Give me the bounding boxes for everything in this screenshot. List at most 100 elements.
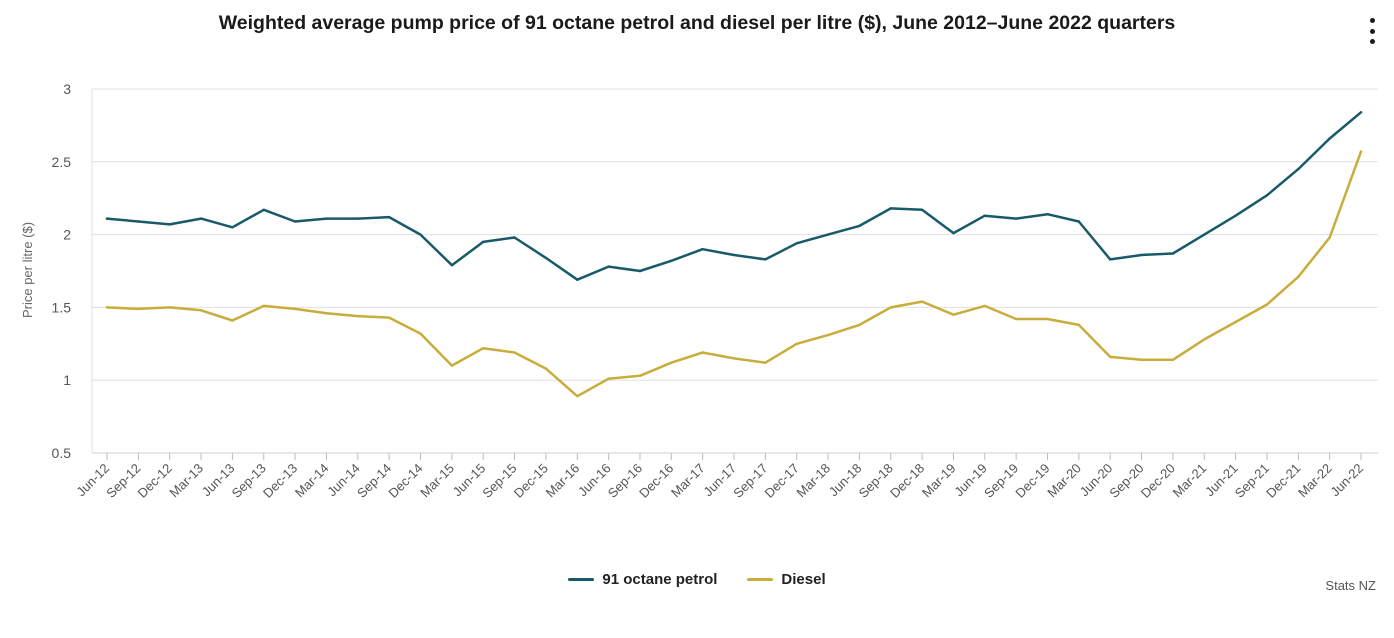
data-point[interactable] [105, 306, 109, 309]
data-point[interactable] [1297, 167, 1300, 171]
gridlines [91, 88, 1378, 454]
data-point[interactable] [670, 361, 673, 364]
x-tick-label: Mar-16 [543, 461, 583, 501]
data-point[interactable] [952, 313, 955, 316]
data-point[interactable] [450, 364, 454, 367]
x-tick-label: Mar-13 [166, 461, 206, 501]
data-point[interactable] [952, 231, 955, 235]
data-point[interactable] [983, 214, 986, 217]
data-point[interactable] [920, 208, 924, 212]
data-point[interactable] [1171, 358, 1175, 362]
x-tick-label: Mar-22 [1295, 461, 1335, 501]
data-point[interactable] [1359, 111, 1363, 114]
data-point[interactable] [983, 304, 986, 308]
data-point[interactable] [701, 351, 704, 354]
data-point[interactable] [1297, 275, 1300, 279]
data-point[interactable] [513, 236, 516, 239]
data-point[interactable] [387, 316, 391, 319]
data-point[interactable] [450, 263, 454, 267]
data-point[interactable] [607, 377, 610, 380]
data-point[interactable] [105, 217, 109, 220]
data-point[interactable] [231, 226, 234, 229]
data-point[interactable] [199, 309, 203, 312]
data-point[interactable] [419, 233, 422, 236]
data-point[interactable] [231, 319, 234, 322]
data-point[interactable] [1046, 317, 1049, 321]
data-point[interactable] [1140, 358, 1143, 362]
data-point[interactable] [1234, 214, 1237, 217]
data-point[interactable] [356, 217, 359, 220]
data-point[interactable] [701, 247, 704, 251]
chart-menu-button[interactable] [1362, 14, 1382, 48]
data-point[interactable] [732, 253, 736, 257]
data-point[interactable] [638, 374, 642, 378]
chart-title: Weighted average pump price of 91 octane… [218, 12, 1176, 34]
data-point[interactable] [1359, 150, 1363, 153]
data-point[interactable] [1328, 236, 1331, 239]
data-point[interactable] [795, 242, 798, 245]
data-point[interactable] [168, 306, 171, 309]
data-point[interactable] [670, 259, 673, 263]
x-tick-label: Sep-20 [1106, 461, 1146, 501]
data-point[interactable] [764, 361, 767, 364]
data-point[interactable] [1109, 258, 1112, 261]
data-point[interactable] [1328, 137, 1331, 140]
data-point[interactable] [1046, 213, 1049, 216]
data-point[interactable] [356, 314, 359, 318]
x-tick-label: Dec-13 [260, 461, 300, 501]
y-tick-label: 1 [63, 372, 71, 388]
data-point[interactable] [387, 215, 391, 219]
legend-item-petrol[interactable]: 91 octane petrol [568, 571, 717, 588]
data-point[interactable] [293, 220, 297, 223]
data-point[interactable] [1077, 323, 1081, 327]
data-point[interactable] [1077, 220, 1081, 223]
x-tick-label: Mar-17 [668, 461, 708, 501]
data-point[interactable] [1203, 233, 1206, 236]
data-point[interactable] [1171, 252, 1175, 255]
data-point[interactable] [544, 256, 548, 260]
data-point[interactable] [764, 258, 767, 261]
data-point[interactable] [293, 307, 297, 311]
data-point[interactable] [1203, 338, 1206, 341]
legend-item-diesel[interactable]: Diesel [747, 571, 826, 588]
data-point[interactable] [262, 304, 265, 308]
data-point[interactable] [795, 342, 798, 345]
data-point[interactable] [576, 395, 579, 398]
data-point[interactable] [513, 351, 516, 354]
data-point[interactable] [544, 367, 548, 370]
data-point[interactable] [325, 217, 328, 220]
data-point[interactable] [419, 332, 422, 335]
x-tick-label: Sep-18 [856, 461, 896, 501]
x-tick-label: Mar-21 [1170, 461, 1210, 501]
data-point[interactable] [826, 333, 830, 337]
data-point[interactable] [732, 357, 736, 360]
data-point[interactable] [607, 265, 610, 268]
data-point[interactable] [1014, 217, 1018, 220]
data-point[interactable] [826, 233, 830, 236]
source-credit[interactable]: Stats NZ [1325, 578, 1376, 593]
data-point[interactable] [262, 208, 265, 212]
data-point[interactable] [482, 240, 485, 244]
data-point[interactable] [1140, 253, 1143, 257]
data-point[interactable] [1109, 355, 1112, 359]
data-point[interactable] [137, 307, 140, 311]
data-point[interactable] [168, 223, 171, 226]
x-tick-label: Mar-19 [919, 461, 959, 501]
x-tick-label: Dec-12 [135, 461, 175, 501]
data-point[interactable] [1234, 320, 1237, 324]
data-point[interactable] [1014, 317, 1018, 321]
data-point[interactable] [858, 224, 861, 228]
data-point[interactable] [638, 269, 642, 273]
data-point[interactable] [889, 207, 892, 210]
data-point[interactable] [137, 220, 140, 223]
data-point[interactable] [858, 323, 861, 327]
data-point[interactable] [325, 312, 328, 315]
data-point[interactable] [1265, 194, 1269, 197]
data-point[interactable] [576, 278, 579, 281]
data-point[interactable] [920, 300, 924, 303]
data-point[interactable] [1265, 303, 1269, 306]
data-point[interactable] [889, 306, 892, 309]
data-point[interactable] [482, 346, 485, 350]
legend-swatch-diesel [747, 578, 774, 581]
data-point[interactable] [199, 217, 203, 220]
